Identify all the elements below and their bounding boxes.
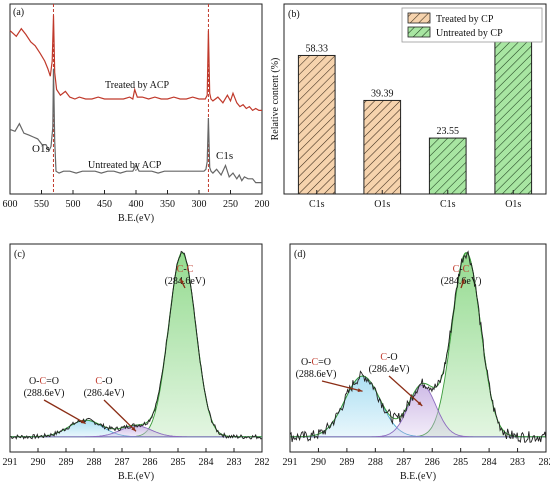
series-line-untreated	[9, 68, 262, 184]
peak-arrow	[103, 399, 137, 432]
panel-d: 291 290 289 288 287 286 285 284 283 282 B.E.(eV) (d…	[283, 243, 550, 482]
bar	[494, 28, 533, 195]
panel-label: (c)	[14, 249, 25, 260]
x-tick-label: 288	[87, 457, 102, 468]
peak-arrow-head	[80, 419, 86, 424]
x-tick-label: 200	[255, 199, 270, 210]
peak-bond-label: O-C=O	[29, 376, 59, 387]
peak-label-o1s: O1s	[32, 143, 50, 155]
legend-label-treated: Treated by CP	[436, 14, 494, 25]
peak-arrow	[388, 375, 423, 407]
peak-bond-label: C-C	[177, 264, 194, 275]
x-tick-label: 450	[97, 199, 112, 210]
peak-bond-label: C-O	[95, 376, 112, 387]
x-axis-label: B.E.(eV)	[400, 471, 436, 482]
x-tick-label: C1s	[440, 199, 456, 210]
peak-bond-label: C-O	[380, 352, 397, 363]
panel-c-frame	[9, 243, 263, 453]
x-tick-label: 291	[3, 457, 18, 468]
x-tick-label: 600	[3, 199, 18, 210]
bar	[297, 54, 336, 195]
panel-label: (d)	[294, 249, 306, 260]
x-tick-label: 285	[453, 457, 468, 468]
x-tick-label: 283	[510, 457, 525, 468]
peak-energy-label: (288.6eV)	[296, 369, 337, 380]
x-axis-label: B.E.(eV)	[118, 213, 154, 224]
peak-arrow-head	[357, 388, 363, 392]
x-tick-label: 290	[311, 457, 326, 468]
peak-energy-label: (284.6eV)	[165, 276, 206, 287]
series-label-untreated: Untreated by ACP	[88, 160, 162, 171]
bar-value-label: 58.33	[306, 43, 329, 54]
peak-energy-label: (288.6eV)	[24, 388, 65, 399]
x-tick-label: 282	[255, 457, 270, 468]
x-tick-label: 300	[192, 199, 207, 210]
legend-swatch-untreated	[407, 26, 431, 38]
bar	[428, 137, 467, 195]
peak-energy-label: (286.4eV)	[84, 388, 125, 399]
bar	[363, 99, 402, 195]
panel-label: (a)	[13, 7, 24, 18]
x-tick-label: 291	[283, 457, 298, 468]
x-tick-label: O1s	[374, 199, 390, 210]
peak-arrow-head	[417, 401, 423, 406]
x-tick-label: 286	[143, 457, 158, 468]
x-tick-label: 289	[339, 457, 354, 468]
x-tick-label: 283	[227, 457, 242, 468]
x-tick-label: 350	[160, 199, 175, 210]
panel-b-frame	[283, 3, 547, 195]
x-tick-label: 284	[199, 457, 214, 468]
panel-label: (b)	[288, 9, 300, 20]
peak-label-c1s: C1s	[216, 150, 233, 162]
x-tick-label: 287	[115, 457, 130, 468]
y-axis-label: Relative content (%)	[270, 58, 281, 141]
raw-spectrum	[289, 250, 547, 444]
panel-d-frame	[289, 243, 547, 453]
x-tick-label: O1s	[505, 199, 521, 210]
series-line-treated	[9, 15, 262, 112]
peak-bond-label: C-C	[453, 264, 470, 275]
x-tick-label: C1s	[309, 199, 325, 210]
x-tick-label: 289	[59, 457, 74, 468]
peak-arrow	[321, 380, 363, 392]
peak-bond-label: O-C=O	[301, 357, 331, 368]
peak-energy-label: (286.4eV)	[369, 364, 410, 375]
legend-swatch-treated	[407, 12, 431, 24]
x-tick-label: 500	[66, 199, 81, 210]
x-tick-label: 290	[31, 457, 46, 468]
x-tick-label: 250	[223, 199, 238, 210]
x-tick-label: 286	[425, 457, 440, 468]
panel-a: 600 550 500 450 400 350 300 250 200 B.E.(eV) (a) Tr…	[3, 3, 270, 224]
peak-arrow-head	[461, 278, 465, 284]
peak-arrow-head	[131, 426, 136, 432]
x-tick-label: 550	[34, 199, 49, 210]
x-axis-label: B.E.(eV)	[118, 471, 154, 482]
bar-value-label: 39.39	[371, 88, 394, 99]
peak-arrow-head	[180, 278, 184, 284]
x-tick-label: 285	[171, 457, 186, 468]
x-tick-label: 284	[482, 457, 497, 468]
x-tick-label: 287	[396, 457, 411, 468]
panel-c: 291 290 289 288 287 286 285 284 283 282 B.E.(eV) (c…	[3, 243, 270, 482]
x-tick-label: 288	[368, 457, 383, 468]
peak-component	[10, 252, 262, 438]
panel-b: 58.33C1s39.39O1s23.55C1s69.6O1sRelative …	[270, 3, 547, 210]
peak-arrow	[43, 399, 86, 425]
series-label-treated: Treated by ACP	[105, 80, 170, 91]
raw-spectrum	[9, 250, 263, 440]
peak-energy-label: (284.6eV)	[441, 276, 482, 287]
x-tick-label: 400	[129, 199, 144, 210]
x-tick-label: 282	[539, 457, 550, 468]
fit-envelope	[10, 252, 262, 438]
legend-label-untreated: Untreated by CP	[436, 28, 503, 39]
bar-value-label: 23.55	[437, 126, 460, 137]
